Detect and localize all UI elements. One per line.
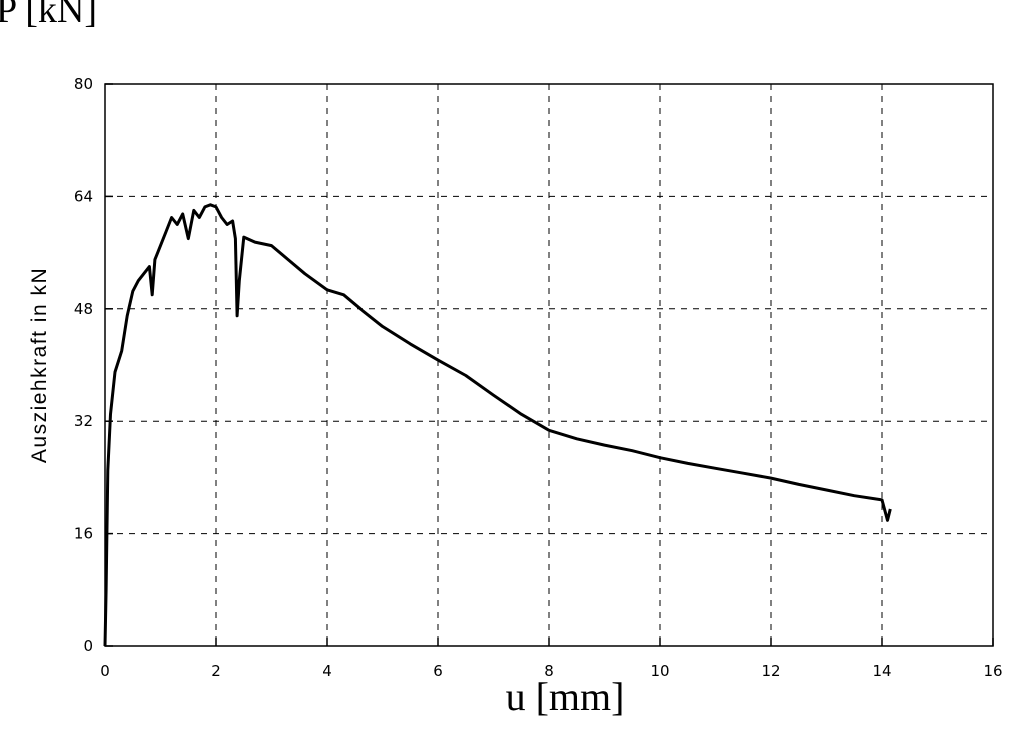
y-tick-label: 32 [74, 412, 93, 430]
x-tick-label: 8 [544, 662, 554, 680]
x-tick-label: 10 [650, 662, 669, 680]
y-axis-label: Ausziehkraft in kN [28, 267, 51, 463]
y-tick-label: 64 [74, 187, 93, 205]
x-tick-label: 4 [322, 662, 332, 680]
y-tick-label: 16 [74, 525, 93, 543]
x-tick-label: 2 [211, 662, 221, 680]
y-tick-label: 0 [83, 637, 93, 655]
x-axis-label: u [mm] [506, 674, 625, 719]
y-tick-label: 48 [74, 300, 93, 318]
x-tick-label: 16 [983, 662, 1002, 680]
chart-title: P [kN] [0, 0, 97, 31]
x-tick-label: 12 [761, 662, 780, 680]
x-tick-label: 0 [100, 662, 110, 680]
x-tick-label: 6 [433, 662, 443, 680]
x-tick-label: 14 [872, 662, 891, 680]
data-line [103, 203, 892, 647]
y-tick-label: 80 [74, 75, 93, 93]
